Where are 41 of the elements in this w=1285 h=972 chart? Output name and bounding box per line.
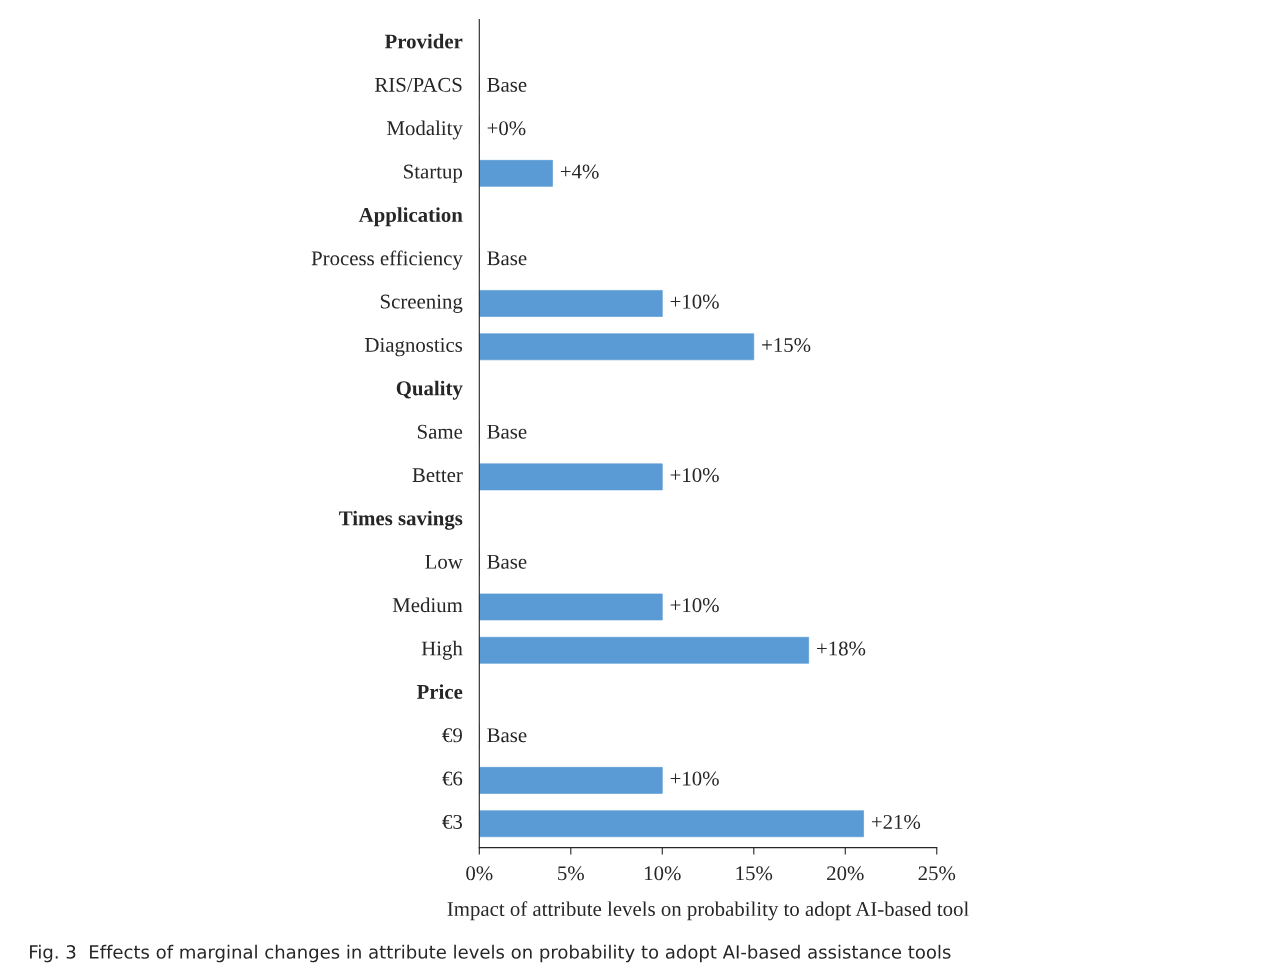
x-tick-label: 15% <box>736 866 773 881</box>
y-tick-label: Medium <box>392 597 463 613</box>
y-tick-label: Application <box>358 207 463 227</box>
x-tick-label: 20% <box>827 866 864 881</box>
y-tick-label: RIS/PACS <box>375 77 462 92</box>
y-tick-label: Times savings <box>339 510 463 530</box>
y-tick-label: Screening <box>380 294 463 313</box>
y-tick-label: €6 <box>442 771 463 786</box>
data-label: Base <box>487 728 527 743</box>
data-label: +4% <box>560 164 599 179</box>
x-tick-label: 25% <box>918 866 956 881</box>
y-tick-label: Quality <box>396 380 463 400</box>
x-tick-label: 0% <box>466 866 493 881</box>
data-label: +10% <box>670 598 719 613</box>
data-label: +15% <box>762 337 811 353</box>
y-tick-label: Better <box>412 468 463 483</box>
y-tick-label: Low <box>425 554 463 569</box>
y-tick-label: High <box>421 640 463 660</box>
y-tick-label: €3 <box>442 814 463 829</box>
y-tick-label: Provider <box>384 33 463 49</box>
data-label: +21% <box>871 814 921 830</box>
data-label: +10% <box>670 294 719 309</box>
y-tick-label: Startup <box>404 164 463 183</box>
data-label: Base <box>487 424 527 439</box>
data-label: +10% <box>670 468 719 483</box>
y-tick-label: Diagnostics <box>365 337 463 357</box>
x-tick-label: 10% <box>645 866 681 881</box>
data-label: +10% <box>670 771 719 786</box>
data-label: Base <box>487 78 527 92</box>
x-axis-title: Impact of attribute levels on probability to adopt AI-based tool <box>447 901 969 921</box>
x-tick-label: 5% <box>558 866 584 881</box>
caption: Fig. 3 Effects of marginal changes in attribute levels on probability to adopt AI-based assistance tools <box>30 944 951 963</box>
y-tick-label: Same <box>417 424 463 439</box>
y-tick-label: Price <box>416 684 463 699</box>
data-label: Base <box>487 251 527 266</box>
y-tick-label: Process efficiency <box>311 250 463 270</box>
data-label: +18% <box>817 641 866 656</box>
data-label: +0% <box>487 121 526 136</box>
y-tick-label: €9 <box>442 728 462 743</box>
data-label: Base <box>487 554 527 569</box>
y-tick-label: Modality <box>387 120 463 140</box>
